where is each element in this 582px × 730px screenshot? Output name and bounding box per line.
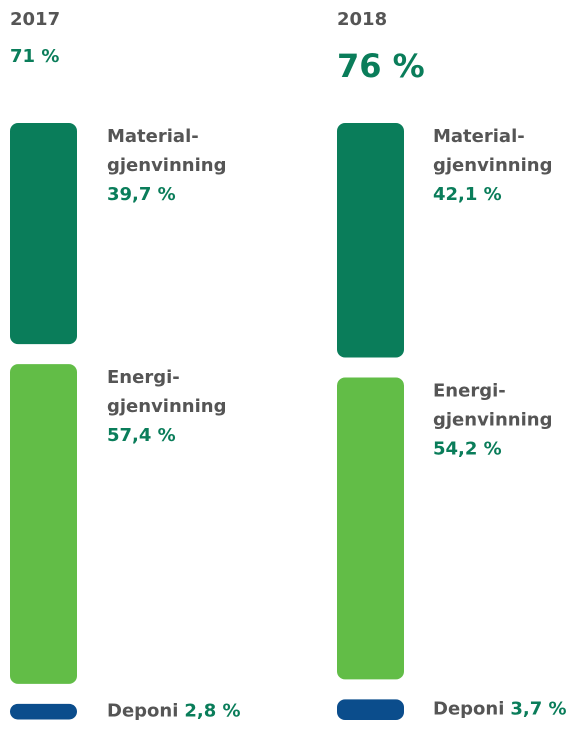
year-title: 2017: [10, 9, 60, 30]
total-share: 71 %: [10, 46, 59, 67]
total-share: 76 %: [337, 47, 425, 85]
segment: [10, 364, 77, 684]
segment-label: Energi-: [433, 380, 506, 401]
segment-label: gjenvinning: [107, 155, 226, 176]
segment-label: Deponi: [107, 701, 178, 722]
segment-label: Deponi: [433, 699, 504, 720]
segment-label: Energi-: [107, 367, 180, 388]
segment-label: gjenvinning: [107, 396, 226, 417]
segment-label-row: Deponi 2,8 %: [107, 701, 241, 722]
segment-value: 42,1 %: [433, 184, 502, 205]
segment-value: 3,7 %: [510, 699, 566, 720]
segment-label: gjenvinning: [433, 155, 552, 176]
segment-label: gjenvinning: [433, 409, 552, 430]
segment: [337, 699, 404, 720]
segment-value: 39,7 %: [107, 184, 176, 205]
segment-value: 57,4 %: [107, 425, 176, 446]
segment: [10, 703, 77, 720]
segment-value: 2,8 %: [184, 701, 240, 722]
segment-value: 54,2 %: [433, 438, 502, 459]
segment: [337, 123, 404, 358]
segment: [10, 123, 77, 345]
segment-label: Material-: [433, 126, 525, 147]
segment-label-row: Deponi 3,7 %: [433, 699, 567, 720]
segment: [337, 377, 404, 680]
segment-label: Material-: [107, 126, 199, 147]
year-title: 2018: [337, 9, 387, 30]
